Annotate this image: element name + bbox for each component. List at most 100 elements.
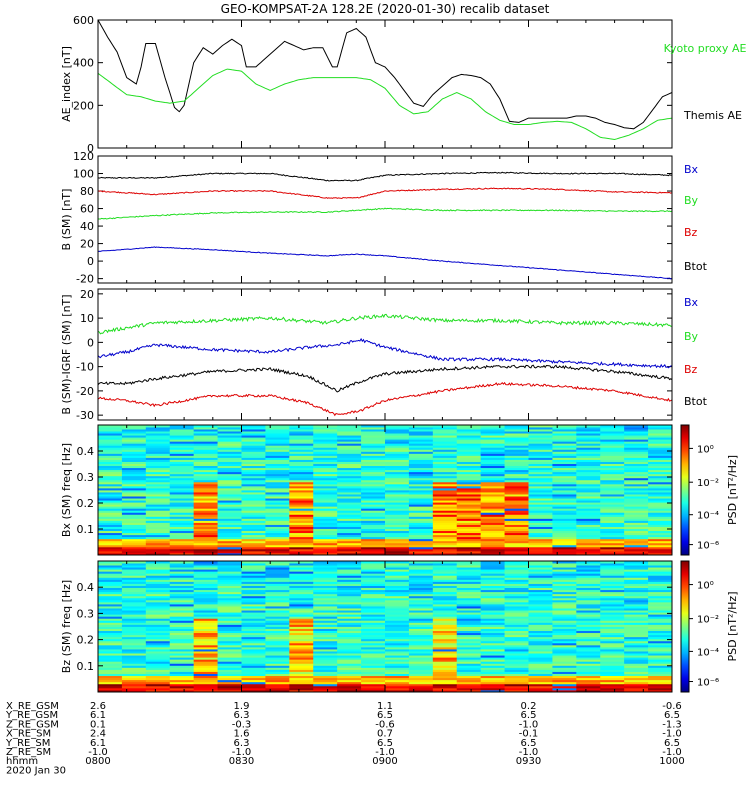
spectrogram-cell [504, 624, 529, 627]
spectrogram-cell [265, 677, 290, 681]
spectrogram-cell [121, 646, 147, 650]
spectrogram-cell [576, 471, 601, 475]
spectrogram-cell [552, 561, 577, 564]
spectrogram-cell [528, 471, 553, 475]
spectrogram-cell [456, 681, 482, 685]
spectrogram-cell [98, 608, 123, 611]
spectrogram-cell [624, 459, 649, 462]
spectrogram-cell [337, 433, 362, 436]
spectrogram-cell [337, 595, 362, 599]
spectrogram-cell [337, 550, 362, 554]
spectrogram-cell [528, 608, 553, 611]
spectrogram-cell [289, 577, 314, 580]
ephemeris-value: 6.5 [664, 738, 680, 749]
spectrogram-cell [408, 449, 434, 452]
spectrogram-cell [624, 433, 649, 436]
spectrogram-cell [337, 687, 362, 691]
spectrogram-cell [169, 597, 195, 601]
spectrogram-cell [385, 581, 410, 584]
spectrogram-cell [98, 471, 123, 475]
spectrogram-cell [313, 455, 338, 458]
spectrogram-cell [385, 675, 410, 679]
spectrogram-cell [648, 492, 673, 495]
spectrogram-cell [265, 506, 290, 509]
spectrogram-cell [576, 649, 601, 652]
spectrogram-cell [504, 610, 529, 613]
spectrogram-cell [408, 465, 434, 469]
spectrogram-cell [169, 463, 195, 467]
spectrogram-cell [145, 640, 171, 644]
spectrogram-cell [432, 661, 458, 664]
spectrogram-cell [456, 540, 482, 544]
spectrogram-cell [265, 502, 290, 505]
spectrogram-cell [576, 479, 601, 483]
spectrogram-cell [289, 630, 314, 634]
spectrogram-cell [98, 445, 123, 448]
spectrogram-cell [193, 644, 218, 648]
spectrogram-cell [289, 591, 314, 595]
spectrogram-cell [432, 457, 458, 460]
spectrogram-cell [432, 659, 458, 662]
spectrogram-cell [456, 465, 482, 469]
spectrogram-cell [432, 512, 458, 515]
spectrogram-cell [504, 677, 529, 681]
spectrogram-cell [385, 663, 410, 666]
spectrogram-cell [241, 646, 266, 650]
spectrogram-cell [313, 494, 338, 497]
spectrogram-cell [480, 520, 505, 523]
spectrogram-cell [337, 657, 362, 660]
spectrogram-cell [600, 483, 625, 487]
spectrogram-cell [217, 496, 242, 499]
spectrogram-cell [504, 644, 529, 648]
spectrogram-cell [337, 677, 362, 681]
spectrogram-cell [576, 510, 601, 513]
spectrogram-cell [121, 471, 147, 475]
spectrogram-cell [98, 589, 123, 593]
spectrogram-cell [217, 483, 242, 487]
y-tick-label: -20 [76, 273, 94, 286]
spectrogram-cell [480, 425, 505, 428]
spectrogram-cell [648, 685, 673, 689]
spectrogram-cell [361, 504, 386, 507]
spectrogram-cell [193, 504, 218, 507]
spectrogram-cell [217, 597, 242, 601]
spectrogram-cell [600, 467, 625, 471]
spectrogram-cell [265, 459, 290, 462]
spectrogram-cell [480, 512, 505, 515]
spectrogram-cell [576, 599, 601, 603]
spectrogram-cell [528, 552, 553, 556]
spectrogram-cell [552, 473, 577, 477]
spectrogram-cell [600, 567, 625, 570]
spectrogram-cell [337, 532, 362, 536]
spectrogram-cell [432, 585, 458, 589]
spectrogram-cell [456, 544, 482, 548]
spectrogram-cell [361, 616, 386, 619]
spectrogram-cell [504, 569, 529, 572]
ephemeris-value: 0.1 [90, 719, 106, 730]
spectrogram-cell [480, 661, 505, 664]
spectrogram-cell [600, 455, 625, 458]
spectrogram-cell [408, 679, 434, 683]
spectrogram-cell [361, 473, 386, 477]
spectrogram-cell [624, 567, 649, 570]
spectrogram-cell [576, 597, 601, 601]
spectrogram-cell [169, 646, 195, 650]
spectrogram-cell [576, 655, 601, 658]
spectrogram-cell [624, 435, 649, 438]
spectrogram-cell [600, 651, 625, 654]
spectrogram-cell [145, 655, 171, 658]
spectrogram-cell [528, 514, 553, 517]
spectrogram-cell [361, 569, 386, 572]
spectrogram-cell [385, 447, 410, 450]
spectrogram-cell [337, 443, 362, 446]
spectrogram-cell [145, 439, 171, 442]
spectrogram-cell [98, 548, 123, 552]
spectrogram-cell [337, 614, 362, 617]
spectrogram-cell [600, 673, 625, 677]
spectrogram-cell [193, 642, 218, 646]
spectrogram-cell [337, 512, 362, 515]
spectrogram-cell [241, 451, 266, 454]
spectrogram-cell [504, 437, 529, 440]
spectrogram-cell [408, 632, 434, 636]
spectrogram-cell [432, 581, 458, 584]
